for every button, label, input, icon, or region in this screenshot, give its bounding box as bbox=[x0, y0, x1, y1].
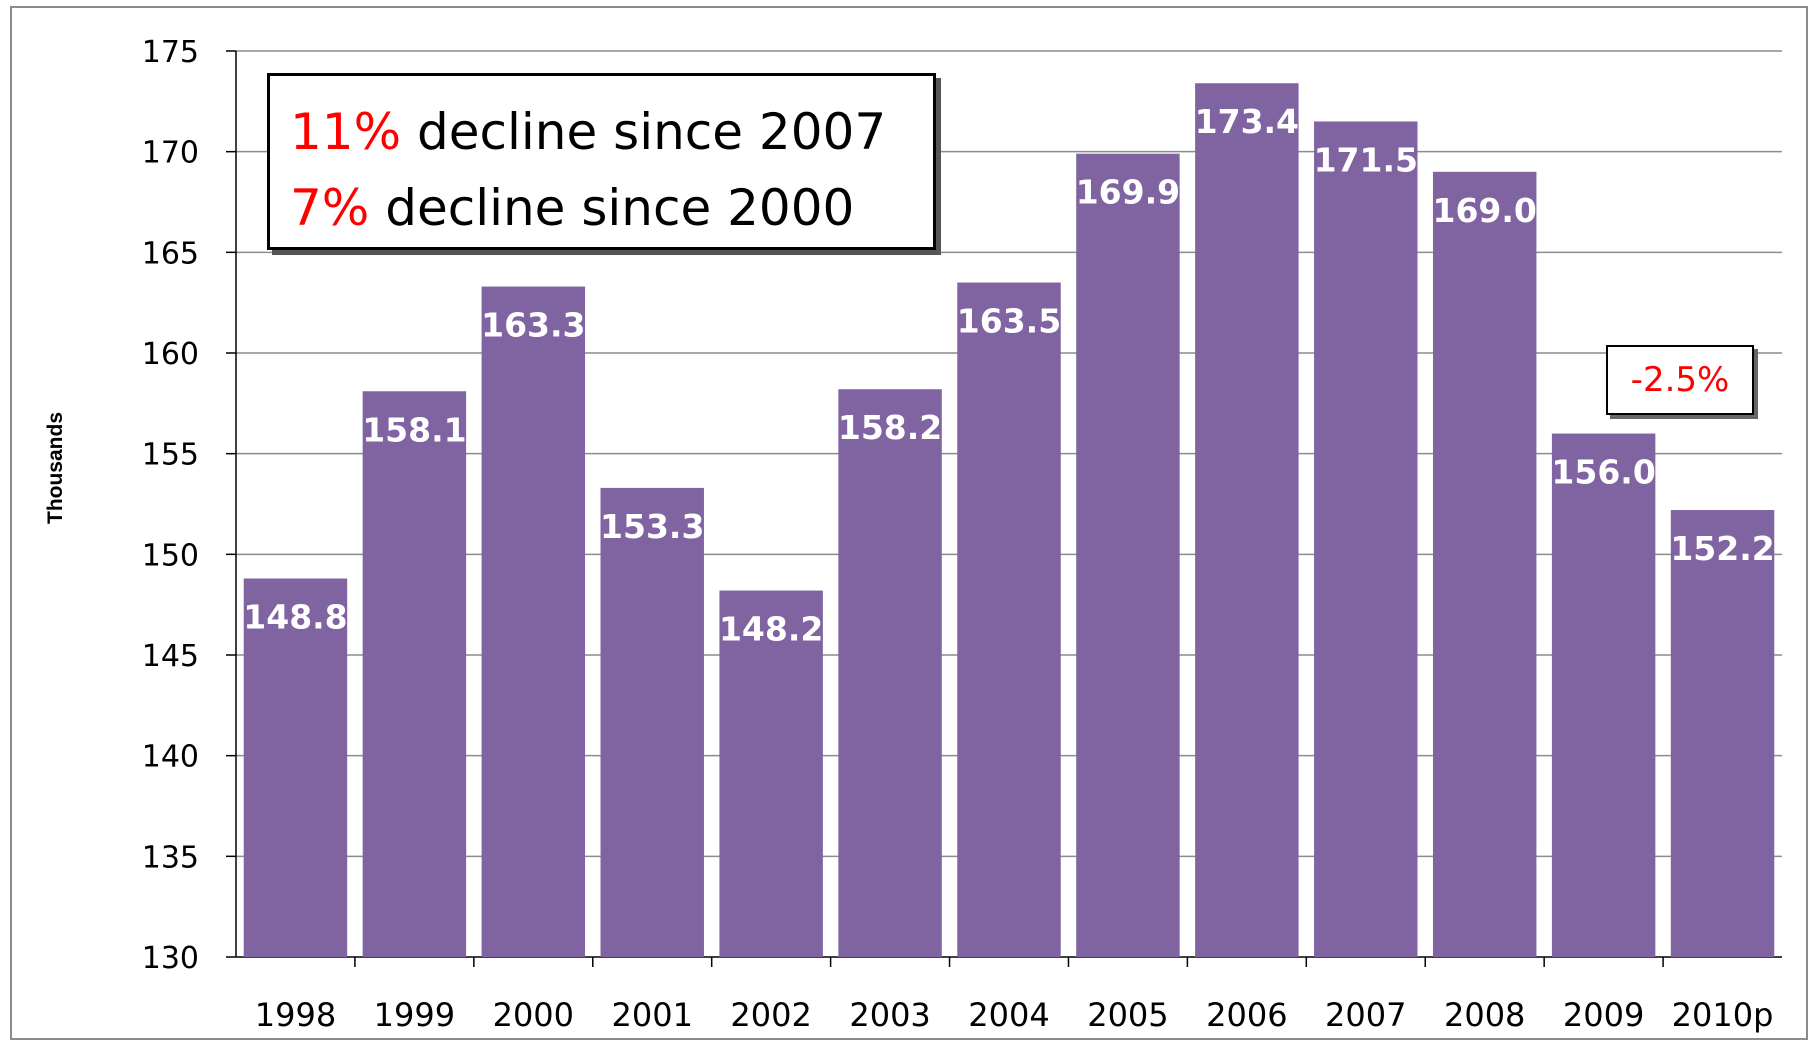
x-tick-label: 2006 bbox=[1206, 996, 1287, 1034]
bars bbox=[243, 83, 1775, 958]
y-tick-label: 135 bbox=[142, 840, 199, 875]
data-label: 158.2 bbox=[838, 408, 942, 447]
y-tick-label: 165 bbox=[142, 236, 199, 271]
bar-2008 bbox=[1432, 171, 1537, 958]
y-tick-label: 130 bbox=[142, 941, 199, 976]
x-tick-label: 2004 bbox=[968, 996, 1049, 1034]
annotation-line-2-text: decline since 2000 bbox=[369, 179, 855, 237]
x-tick-label: 2007 bbox=[1325, 996, 1406, 1034]
x-tick-label: 2002 bbox=[730, 996, 811, 1034]
bar-2000 bbox=[481, 286, 586, 957]
annotation-line-2: 7% decline since 2000 bbox=[290, 170, 933, 246]
data-label: 156.0 bbox=[1551, 453, 1655, 492]
bar-2004 bbox=[957, 282, 1061, 957]
data-label: 153.3 bbox=[600, 507, 704, 546]
data-label: 163.3 bbox=[481, 306, 585, 345]
x-tick-label: 2008 bbox=[1444, 996, 1525, 1034]
annotation-line-1-percent: 11% bbox=[290, 103, 402, 161]
bar-2010p bbox=[1670, 510, 1775, 957]
y-tick-label: 175 bbox=[142, 35, 199, 70]
x-tick-label: 2003 bbox=[849, 996, 930, 1034]
data-label: 163.5 bbox=[957, 302, 1061, 341]
bar-2001 bbox=[600, 487, 704, 957]
tick-labels: 130 135 140 145 150 155 160 165 170 175 1998 1999 20… bbox=[142, 35, 1774, 1034]
bar-1999 bbox=[362, 391, 467, 958]
y-tick-label: 170 bbox=[142, 136, 199, 171]
x-tick-label: 2010p bbox=[1672, 996, 1774, 1034]
bar-2003 bbox=[838, 389, 942, 957]
bar-2009 bbox=[1551, 433, 1656, 957]
x-tick-label: 1999 bbox=[374, 996, 455, 1034]
y-axis-title: Thousands bbox=[44, 412, 67, 524]
annotation-line-1: 11% decline since 2007 bbox=[290, 94, 933, 170]
y-tick-label: 155 bbox=[142, 438, 199, 473]
data-label: 158.1 bbox=[362, 410, 466, 449]
bar-2007 bbox=[1314, 121, 1418, 957]
bar-2002 bbox=[719, 590, 823, 957]
data-labels: 148.8 158.1 163.3 153.3 148.2 158.2 163.5 169.9… bbox=[243, 102, 1774, 648]
y-tick-label: 160 bbox=[142, 337, 199, 372]
y-tick-label: 145 bbox=[142, 639, 199, 674]
data-label: 148.8 bbox=[243, 597, 347, 636]
x-tick-label: 2009 bbox=[1563, 996, 1644, 1034]
bar-1998 bbox=[243, 578, 348, 957]
annotation-line-2-percent: 7% bbox=[290, 179, 370, 237]
change-annotation-box: -2.5% bbox=[1606, 345, 1754, 415]
annotation-line-1-text: decline since 2007 bbox=[401, 103, 887, 161]
data-label: 169.0 bbox=[1432, 191, 1536, 230]
decline-annotation-box: 11% decline since 2007 7% decline since … bbox=[267, 73, 936, 250]
data-label: 171.5 bbox=[1314, 140, 1418, 179]
x-tick-label: 2005 bbox=[1087, 996, 1168, 1034]
bar-2006 bbox=[1195, 83, 1299, 958]
bar-2005 bbox=[1076, 153, 1180, 957]
y-tick-label: 140 bbox=[142, 740, 199, 775]
y-tick-label: 150 bbox=[142, 538, 199, 573]
data-label: 152.2 bbox=[1670, 529, 1774, 568]
data-label: 169.9 bbox=[1076, 173, 1180, 212]
x-tick-label: 2001 bbox=[612, 996, 693, 1034]
data-label: 173.4 bbox=[1195, 102, 1299, 141]
x-tick-label: 2000 bbox=[493, 996, 574, 1034]
data-label: 148.2 bbox=[719, 610, 823, 649]
x-tick-label: 1998 bbox=[255, 996, 336, 1034]
